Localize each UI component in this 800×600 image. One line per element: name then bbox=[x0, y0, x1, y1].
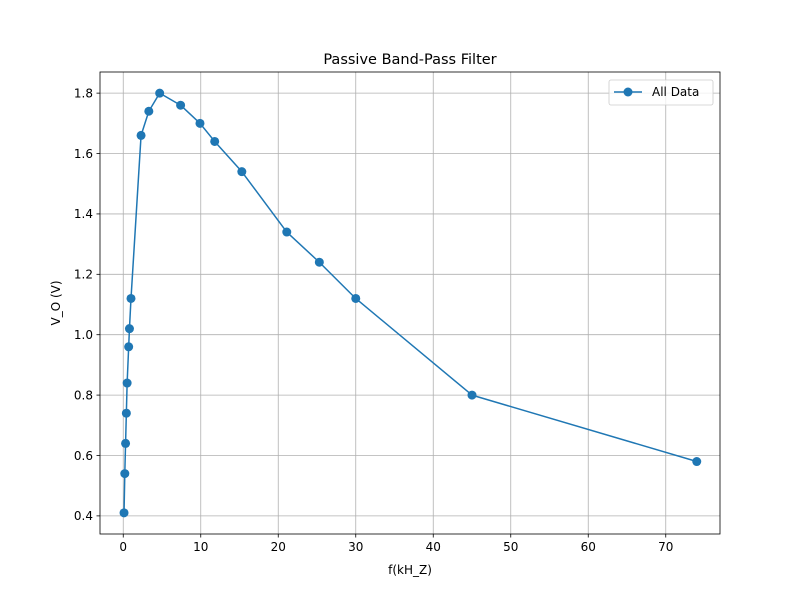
x-tick-label: 0 bbox=[119, 540, 127, 554]
y-tick-label: 1.0 bbox=[74, 328, 93, 342]
y-tick-label: 0.6 bbox=[74, 449, 93, 463]
data-point bbox=[122, 378, 132, 388]
y-tick-label: 1.8 bbox=[74, 86, 93, 100]
data-point bbox=[136, 130, 146, 140]
y-tick-label: 1.4 bbox=[74, 207, 93, 221]
x-tick-label: 20 bbox=[271, 540, 286, 554]
data-point bbox=[282, 227, 292, 237]
data-point bbox=[237, 167, 247, 177]
legend-marker-all-data bbox=[623, 87, 633, 97]
data-point bbox=[121, 408, 131, 418]
data-point bbox=[119, 508, 129, 518]
x-tick-label: 70 bbox=[658, 540, 673, 554]
axis-ticks: 0 10 20 30 40 50 60 70 0.4 0.6 0.8 1.0 1.2 1.4 1.6 1.8 bbox=[74, 86, 673, 554]
data-point bbox=[126, 293, 136, 303]
data-point bbox=[155, 88, 165, 98]
y-tick-label: 0.4 bbox=[74, 509, 93, 523]
data-point bbox=[210, 136, 220, 146]
data-point bbox=[314, 257, 324, 267]
data-series bbox=[119, 88, 702, 518]
data-point bbox=[467, 390, 477, 400]
legend-label-all-data: All Data bbox=[652, 85, 699, 99]
data-point bbox=[121, 438, 131, 448]
data-point bbox=[351, 293, 361, 303]
y-tick-label: 0.8 bbox=[74, 388, 93, 402]
data-point bbox=[120, 469, 130, 479]
chart-title: Passive Band-Pass Filter bbox=[323, 52, 496, 68]
x-tick-label: 60 bbox=[581, 540, 596, 554]
data-point bbox=[124, 324, 134, 334]
data-point bbox=[176, 100, 186, 110]
series-line-all-data bbox=[123, 92, 697, 513]
legend: All Data bbox=[608, 79, 714, 106]
data-point bbox=[692, 457, 702, 467]
legend-box bbox=[608, 79, 714, 106]
data-point bbox=[124, 342, 134, 352]
x-axis-label: f(kH_Z) bbox=[388, 563, 432, 577]
data-point bbox=[144, 106, 154, 116]
plot-frame bbox=[99, 71, 721, 535]
x-tick-label: 50 bbox=[503, 540, 518, 554]
y-axis-label: V_O (V) bbox=[49, 280, 63, 325]
y-tick-label: 1.2 bbox=[74, 268, 93, 282]
x-tick-label: 30 bbox=[348, 540, 363, 554]
data-point bbox=[195, 118, 205, 128]
x-tick-label: 10 bbox=[193, 540, 208, 554]
grid bbox=[100, 72, 720, 534]
x-tick-label: 40 bbox=[426, 540, 441, 554]
y-tick-label: 1.6 bbox=[74, 147, 93, 161]
